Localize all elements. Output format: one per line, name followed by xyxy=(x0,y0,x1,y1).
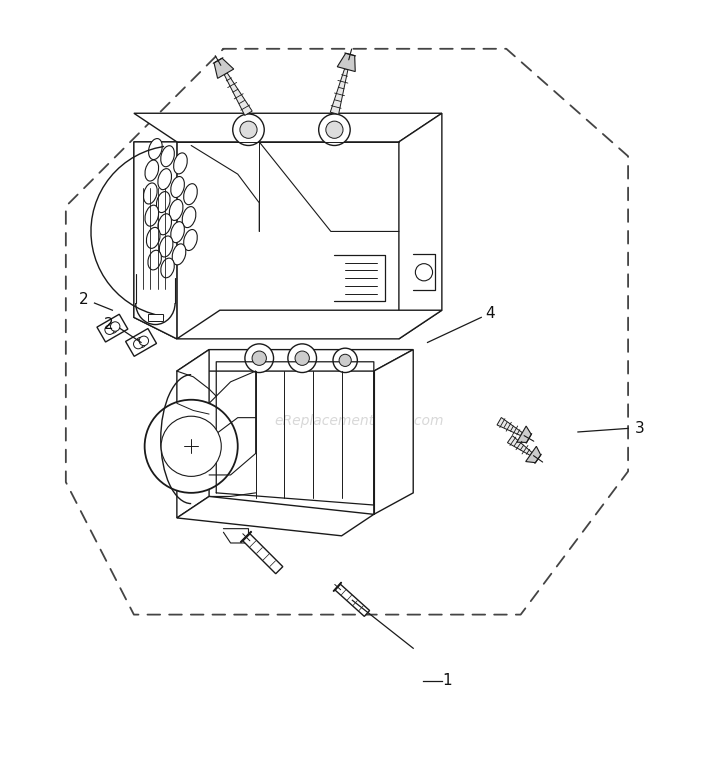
Polygon shape xyxy=(177,310,442,339)
Circle shape xyxy=(295,351,309,366)
Ellipse shape xyxy=(157,191,170,212)
Ellipse shape xyxy=(144,183,157,204)
Polygon shape xyxy=(177,349,209,518)
Text: 2: 2 xyxy=(104,317,114,332)
Polygon shape xyxy=(177,349,413,371)
Ellipse shape xyxy=(160,236,173,257)
Text: 2: 2 xyxy=(79,292,88,307)
Polygon shape xyxy=(177,496,374,536)
Polygon shape xyxy=(134,142,177,339)
Polygon shape xyxy=(330,68,348,114)
Ellipse shape xyxy=(107,323,118,333)
Text: 4: 4 xyxy=(485,307,495,321)
Text: 3: 3 xyxy=(636,421,645,436)
Polygon shape xyxy=(508,436,532,455)
Polygon shape xyxy=(97,314,128,342)
Polygon shape xyxy=(399,114,442,339)
Ellipse shape xyxy=(182,207,196,228)
Ellipse shape xyxy=(158,169,172,190)
Circle shape xyxy=(105,325,114,335)
Polygon shape xyxy=(214,58,234,79)
Ellipse shape xyxy=(172,244,186,265)
Polygon shape xyxy=(134,114,442,142)
Circle shape xyxy=(145,400,238,492)
Text: eReplacementParts.com: eReplacementParts.com xyxy=(275,414,444,428)
Circle shape xyxy=(288,344,316,373)
Ellipse shape xyxy=(136,338,146,348)
Ellipse shape xyxy=(161,145,175,166)
Circle shape xyxy=(161,416,221,476)
Circle shape xyxy=(326,121,343,138)
Circle shape xyxy=(139,336,149,345)
Ellipse shape xyxy=(173,153,187,174)
Ellipse shape xyxy=(145,205,159,226)
Ellipse shape xyxy=(183,230,197,251)
Ellipse shape xyxy=(170,199,183,220)
Polygon shape xyxy=(337,53,355,72)
Circle shape xyxy=(319,114,350,145)
Polygon shape xyxy=(497,418,522,436)
Circle shape xyxy=(416,264,433,281)
Ellipse shape xyxy=(170,177,184,198)
Ellipse shape xyxy=(145,160,159,181)
Circle shape xyxy=(233,114,265,145)
Ellipse shape xyxy=(147,227,160,248)
Polygon shape xyxy=(526,447,541,463)
Ellipse shape xyxy=(158,214,172,235)
Ellipse shape xyxy=(148,251,161,270)
Circle shape xyxy=(245,344,273,373)
Ellipse shape xyxy=(170,222,184,243)
Text: 1: 1 xyxy=(442,673,452,688)
Ellipse shape xyxy=(183,184,197,205)
Polygon shape xyxy=(224,73,252,115)
Circle shape xyxy=(240,121,257,138)
Polygon shape xyxy=(243,534,283,573)
Polygon shape xyxy=(517,426,531,443)
Polygon shape xyxy=(148,314,162,321)
Polygon shape xyxy=(374,349,413,514)
Circle shape xyxy=(252,351,267,366)
Circle shape xyxy=(134,339,143,349)
Polygon shape xyxy=(126,328,157,356)
Circle shape xyxy=(333,349,357,373)
Polygon shape xyxy=(333,582,342,591)
Circle shape xyxy=(339,354,352,366)
Polygon shape xyxy=(335,584,370,616)
Ellipse shape xyxy=(161,258,174,278)
Polygon shape xyxy=(240,531,252,542)
Ellipse shape xyxy=(149,138,162,159)
Circle shape xyxy=(111,322,120,331)
Polygon shape xyxy=(134,142,177,339)
